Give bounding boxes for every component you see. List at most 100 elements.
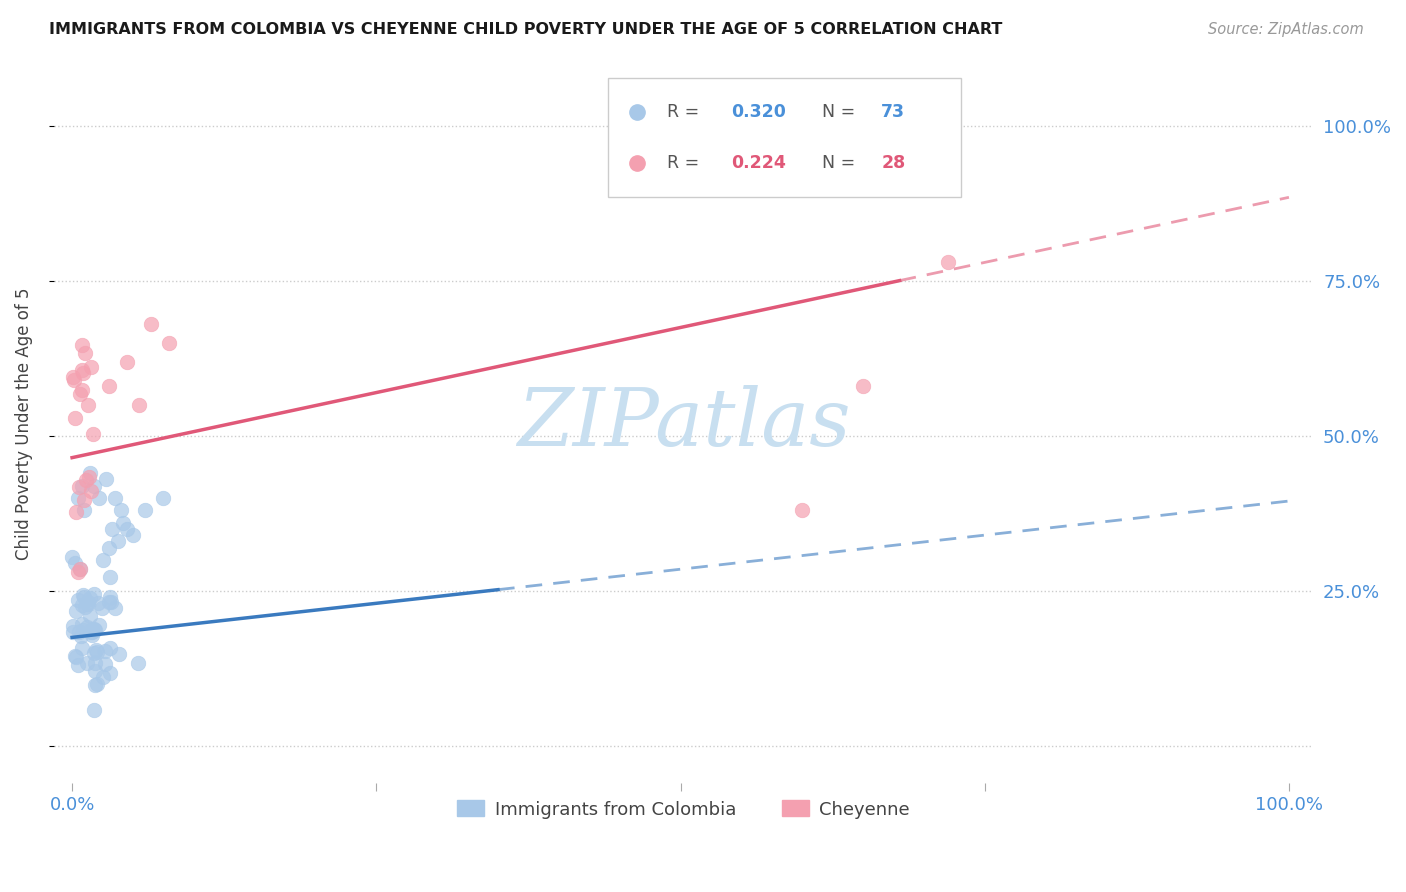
Point <box>84 656 107 670</box>
Text: R =: R = <box>668 154 704 172</box>
Point <box>79 609 101 624</box>
Point <box>87 491 110 505</box>
Point <box>72 366 94 380</box>
Point <box>98 640 121 655</box>
Point <box>87 596 110 610</box>
Point <box>75 346 97 360</box>
Point <box>72 624 94 638</box>
Point <box>83 664 105 678</box>
Point <box>77 597 100 611</box>
Point <box>69 562 91 576</box>
Point <box>128 398 150 412</box>
Point <box>104 491 127 505</box>
Point <box>65 604 87 618</box>
Point <box>91 670 114 684</box>
Point <box>80 628 103 642</box>
Point <box>90 601 112 615</box>
Point <box>72 588 94 602</box>
Point <box>86 645 108 659</box>
Point <box>69 561 91 575</box>
Text: R =: R = <box>668 103 704 121</box>
Point <box>134 503 156 517</box>
Text: 0.224: 0.224 <box>731 154 786 172</box>
Point <box>87 617 110 632</box>
Point <box>101 522 124 536</box>
Point <box>122 528 145 542</box>
Text: 28: 28 <box>882 154 905 172</box>
Point <box>65 649 87 664</box>
Point <box>70 616 93 631</box>
Point <box>97 595 120 609</box>
Point <box>65 648 87 663</box>
Text: N =: N = <box>823 103 860 121</box>
Point <box>94 644 117 658</box>
Point <box>936 255 959 269</box>
Point <box>76 656 98 670</box>
Point <box>67 480 90 494</box>
Point <box>67 658 90 673</box>
Point <box>62 625 84 640</box>
Point <box>83 478 105 492</box>
Point <box>82 623 104 637</box>
Point <box>110 503 132 517</box>
Point <box>107 534 129 549</box>
Point <box>70 629 93 643</box>
Point <box>80 625 103 640</box>
Point <box>98 665 121 680</box>
Point <box>77 595 100 609</box>
Point <box>94 657 117 671</box>
Point <box>108 647 131 661</box>
Point <box>73 493 96 508</box>
Point <box>98 570 121 584</box>
Point <box>76 398 98 412</box>
Point <box>60 550 83 565</box>
Point <box>70 363 93 377</box>
Point <box>141 318 163 332</box>
Point <box>159 336 181 351</box>
Point <box>83 587 105 601</box>
Point <box>96 472 118 486</box>
Point <box>97 379 120 393</box>
Point <box>67 625 90 640</box>
Point <box>115 354 138 368</box>
Point <box>70 599 93 613</box>
Point <box>83 647 105 661</box>
Text: N =: N = <box>823 154 860 172</box>
Point <box>82 426 104 441</box>
Point <box>73 590 96 604</box>
Point <box>83 623 105 637</box>
Point <box>76 620 98 634</box>
Point <box>104 600 127 615</box>
Point <box>83 677 105 691</box>
Point <box>79 591 101 605</box>
Point <box>77 470 100 484</box>
Legend: Immigrants from Colombia, Cheyenne: Immigrants from Colombia, Cheyenne <box>450 793 917 826</box>
Y-axis label: Child Poverty Under the Age of 5: Child Poverty Under the Age of 5 <box>15 287 32 560</box>
Point <box>112 516 135 530</box>
Point <box>152 491 174 505</box>
Point <box>62 619 84 633</box>
Point <box>84 623 107 637</box>
Point <box>80 624 103 639</box>
Point <box>65 505 87 519</box>
Point <box>72 641 94 656</box>
Point <box>79 466 101 480</box>
Point <box>62 369 84 384</box>
Text: 73: 73 <box>882 103 905 121</box>
Point <box>792 503 814 517</box>
Point <box>80 360 103 375</box>
Point <box>80 483 103 498</box>
Point <box>97 541 120 555</box>
FancyBboxPatch shape <box>607 78 960 197</box>
Point <box>72 383 94 397</box>
Point <box>70 478 93 492</box>
Text: Source: ZipAtlas.com: Source: ZipAtlas.com <box>1208 22 1364 37</box>
Point <box>67 566 90 580</box>
Point <box>100 595 122 609</box>
Point <box>73 503 96 517</box>
Point <box>86 677 108 691</box>
Point <box>91 553 114 567</box>
Text: 0.320: 0.320 <box>731 103 786 121</box>
Point <box>63 556 86 570</box>
Point <box>852 379 875 393</box>
